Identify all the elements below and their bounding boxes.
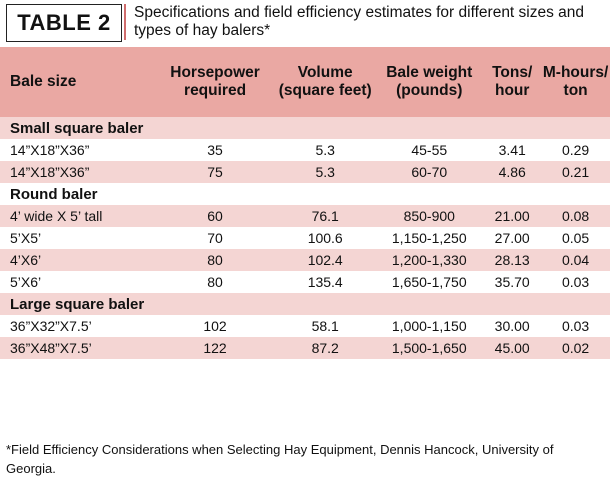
table-cell: 102 [203, 318, 227, 334]
group-row: Large square baler [0, 293, 610, 315]
table-cell: 14”X18”X36” [10, 142, 90, 158]
table-cell: 4’ wide X 5’ tall [10, 208, 103, 224]
table-cell: 1,150-1,250 [391, 230, 467, 246]
group-row: Round baler [0, 183, 610, 205]
specifications-table: Bale size Horsepower required Volume (sq… [0, 47, 610, 359]
table-cell: 28.13 [494, 252, 530, 268]
table-cell: 122 [203, 340, 227, 356]
table-cell: 1,650-1,750 [391, 274, 467, 290]
table-cell: 0.03 [561, 274, 590, 290]
col-tons-per-hour: Tons/ hour [492, 64, 533, 99]
table-tag: TABLE 2 [6, 4, 122, 42]
table-cell: 14”X18”X36” [10, 164, 90, 180]
table-header: TABLE 2 Specifications and field efficie… [0, 0, 610, 46]
table-row: 4’X6’ 80 102.4 1,200-1,330 28.13 0.04 [0, 249, 610, 271]
table-cell: 5.3 [315, 142, 335, 158]
table-cell: 5’X6’ [10, 274, 42, 290]
table-cell: 4’X6’ [10, 252, 42, 268]
table-cell: 0.21 [561, 164, 590, 180]
group-label: Round baler [10, 185, 98, 203]
table-row: 36”X48”X7.5’ 122 87.2 1,500-1,650 45.00 0.02 [0, 337, 610, 359]
table-cell: 75 [207, 164, 223, 180]
table-cell: 0.08 [561, 208, 590, 224]
table-cell: 4.86 [498, 164, 526, 180]
table-cell: 850-900 [403, 208, 455, 224]
table-cell: 3.41 [498, 142, 526, 158]
col-bale-weight: Bale weight (pounds) [386, 64, 473, 99]
col-volume: Volume (square feet) [278, 64, 372, 99]
table-cell: 100.6 [307, 230, 343, 246]
table-cell: 76.1 [311, 208, 339, 224]
table-cell: 35.70 [494, 274, 530, 290]
table-cell: 0.29 [561, 142, 590, 158]
footnote: *Field Efficiency Considerations when Se… [6, 442, 554, 476]
table-cell: 0.02 [561, 340, 590, 356]
table-cell: 1,000-1,150 [391, 318, 467, 334]
table-row: 36”X32”X7.5’ 102 58.1 1,000-1,150 30.00 0.03 [0, 315, 610, 337]
table-row: 4’ wide X 5’ tall 60 76.1 850-900 21.00 0.08 [0, 205, 610, 227]
table-cell: 60-70 [411, 164, 448, 180]
table-cell: 135.4 [307, 274, 343, 290]
table-cell: 87.2 [311, 340, 339, 356]
table-cell: 5’X5’ [10, 230, 42, 246]
table-row: 14”X18”X36” 35 5.3 45-55 3.41 0.29 [0, 139, 610, 161]
table-cell: 102.4 [307, 252, 343, 268]
table-row: 5’X5’ 70 100.6 1,150-1,250 27.00 0.05 [0, 227, 610, 249]
group-label: Small square baler [10, 119, 144, 137]
table-cell: 1,200-1,330 [391, 252, 467, 268]
table-cell: 30.00 [494, 318, 530, 334]
table-row: 5’X6’ 80 135.4 1,650-1,750 35.70 0.03 [0, 271, 610, 293]
col-horsepower: Horsepower required [170, 64, 260, 99]
table-body: Small square baler 14”X18”X36” 35 5.3 45-55 3… [0, 117, 610, 359]
col-bale-size: Bale size [10, 73, 77, 90]
table-cell: 70 [207, 230, 223, 246]
table-cell: 36”X32”X7.5’ [10, 318, 92, 334]
table-cell: 0.03 [561, 318, 590, 334]
table-cell: 0.04 [561, 252, 590, 268]
table-cell: 80 [207, 252, 223, 268]
table-cell: 80 [207, 274, 223, 290]
group-label: Large square baler [10, 295, 145, 313]
table-cell: 58.1 [311, 318, 339, 334]
table-cell: 60 [207, 208, 223, 224]
table-cell: 36”X48”X7.5’ [10, 340, 92, 356]
col-m-hours-per-ton: M-hours/ ton [542, 64, 609, 99]
table-cell: 45-55 [411, 142, 448, 158]
table-cell: 0.05 [561, 230, 590, 246]
table-caption: Specifications and field efficiency esti… [124, 4, 608, 40]
table-row: 14”X18”X36” 75 5.3 60-70 4.86 0.21 [0, 161, 610, 183]
column-header-row: Bale size Horsepower required Volume (sq… [0, 47, 610, 117]
table-cell: 27.00 [494, 230, 530, 246]
table-cell: 5.3 [315, 164, 335, 180]
table-cell: 21.00 [494, 208, 530, 224]
table-cell: 35 [207, 142, 223, 158]
table-cell: 45.00 [494, 340, 530, 356]
group-row: Small square baler [0, 117, 610, 139]
table-cell: 1,500-1,650 [391, 340, 467, 356]
